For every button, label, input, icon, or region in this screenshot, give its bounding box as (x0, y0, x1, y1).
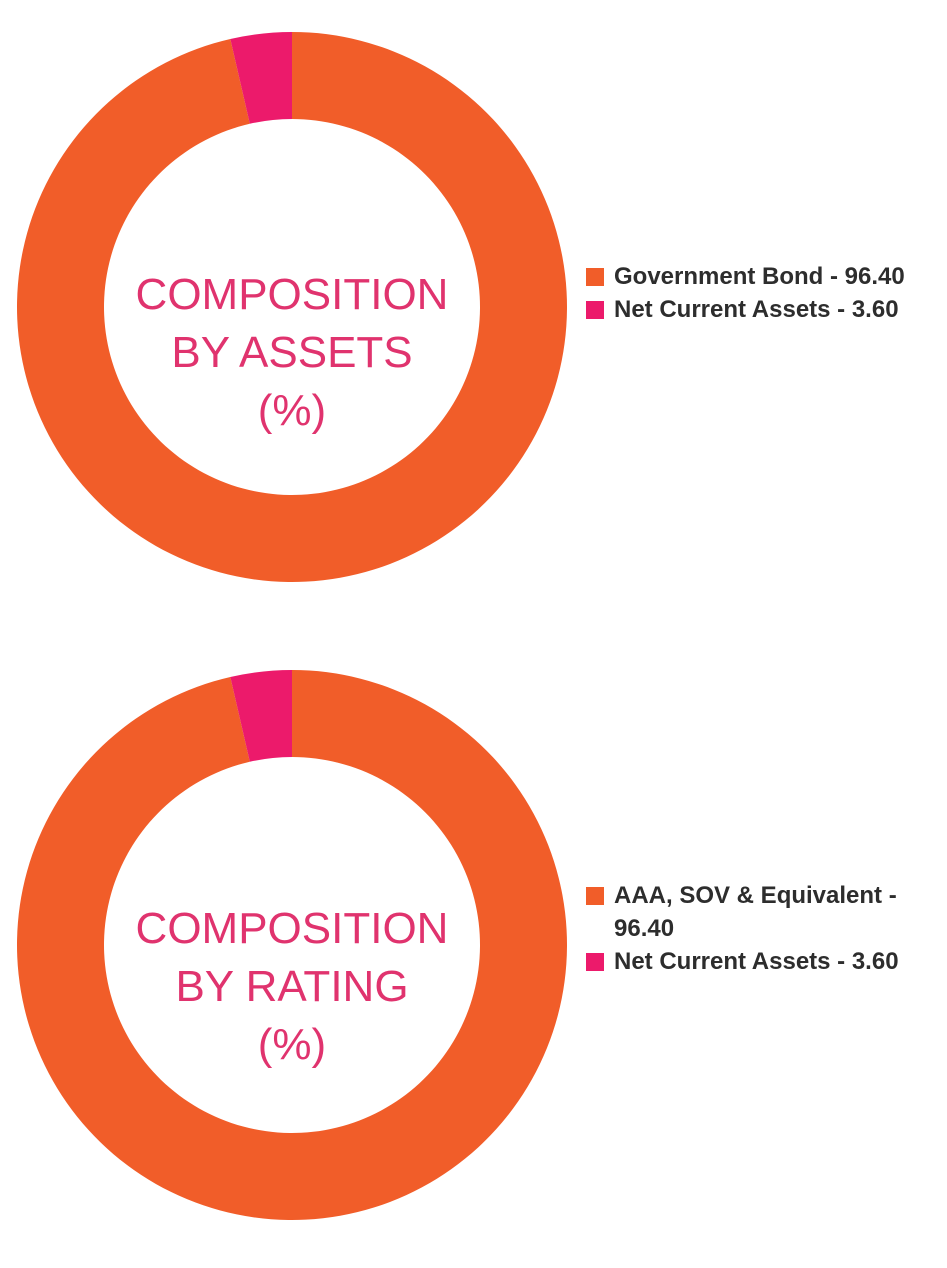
legend-item-net-current-assets: Net Current Assets - 3.60 (586, 945, 936, 978)
assets-center-line-1: COMPOSITION (135, 270, 449, 319)
rating-center-line-1: COMPOSITION (135, 904, 449, 953)
legend-label: Government Bond - 96.40 (614, 263, 905, 290)
rating-donut (16, 670, 567, 1220)
donut-slice-aaa-sov-equivalent (16, 670, 567, 1220)
legend-swatch-primary (586, 268, 604, 286)
legend-label: AAA, SOV & Equivalent - 96.40 (614, 882, 897, 942)
legend-swatch-secondary (586, 953, 604, 971)
rating-center-line-3: (%) (257, 1020, 327, 1069)
rating-legend: AAA, SOV & Equivalent - 96.40 Net Curren… (586, 879, 936, 978)
donut-slice-government-bond (16, 32, 567, 582)
assets-legend: Government Bond - 96.40 Net Current Asse… (586, 260, 936, 326)
donut-slice-net-current-assets (230, 32, 292, 124)
assets-center-line-2: BY ASSETS (171, 328, 413, 377)
donut-slice-net-current-assets (230, 670, 292, 762)
rating-center-line-2: BY RATING (175, 962, 409, 1011)
legend-label: Net Current Assets - 3.60 (614, 296, 899, 323)
rating-composition-chart: COMPOSITION BY RATING (%) AAA, SOV & Equ… (0, 668, 947, 1268)
legend-item-net-current-assets: Net Current Assets - 3.60 (586, 293, 936, 326)
assets-donut (16, 32, 567, 582)
legend-swatch-secondary (586, 301, 604, 319)
legend-label: Net Current Assets - 3.60 (614, 948, 899, 975)
assets-center-label: COMPOSITION BY ASSETS (%) (102, 266, 482, 440)
legend-swatch-primary (586, 887, 604, 905)
assets-composition-chart: COMPOSITION BY ASSETS (%) Government Bon… (0, 30, 947, 630)
legend-item-government-bond: Government Bond - 96.40 (586, 260, 936, 293)
assets-center-line-3: (%) (257, 386, 327, 435)
rating-center-label: COMPOSITION BY RATING (%) (102, 900, 482, 1074)
legend-item-aaa-sov-equivalent: AAA, SOV & Equivalent - 96.40 (586, 879, 936, 945)
